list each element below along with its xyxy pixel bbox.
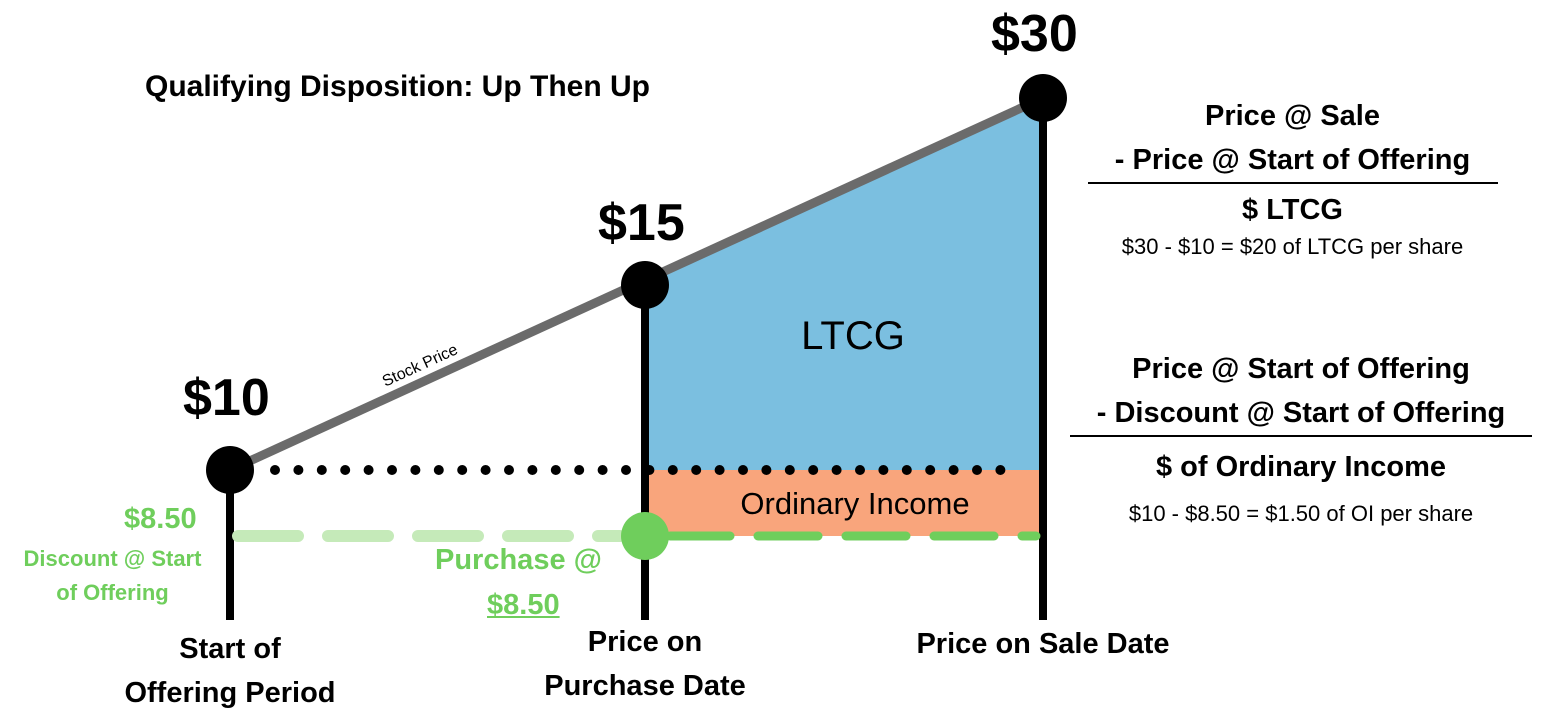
oi-formula-line1: Price @ Start of Offering: [1132, 353, 1470, 385]
purchase-axis-label-line1: Price on: [587, 626, 703, 658]
oi-formula-calc: $10 - $8.50 = $1.50 of OI per share: [1128, 501, 1474, 526]
ltcg-formula-line2: - Price @ Start of Offering: [1114, 144, 1471, 176]
discount-value: $8.50: [124, 503, 197, 535]
start-axis-label: Start of Offering Period: [100, 627, 360, 715]
ltcg-formula-rule: [1087, 182, 1498, 184]
sale-price-point: [1019, 74, 1067, 122]
oi-formula: Price @ Start of Offering - Discount @ S…: [1060, 347, 1542, 529]
purchase-discount-point: [621, 512, 669, 560]
ltcg-region: [645, 100, 1043, 470]
discount-label-line2: of Offering: [56, 580, 169, 605]
discount-label-line1: Discount @ Start: [23, 546, 202, 571]
oi-formula-result: $ of Ordinary Income: [1155, 451, 1447, 483]
purchase-axis-label-line2: Purchase Date: [544, 670, 746, 702]
start-axis-label-line1: Start of: [179, 633, 281, 665]
ltcg-formula-line1: Price @ Sale: [1205, 100, 1380, 132]
ordinary-income-label: Ordinary Income: [740, 486, 969, 521]
discount-label: Discount @ Start of Offering: [5, 542, 220, 610]
sale-price-value: $30: [991, 5, 1078, 63]
start-axis-label-line2: Offering Period: [124, 677, 336, 709]
purchase-value: $8.50: [487, 589, 560, 621]
purchase-price-point: [621, 261, 669, 309]
ordinary-income-region: [645, 470, 1043, 536]
diagram-title: Qualifying Disposition: Up Then Up: [145, 70, 650, 103]
ltcg-label: LTCG: [801, 314, 905, 358]
ltcg-formula-calc: $30 - $10 = $20 of LTCG per share: [1121, 234, 1464, 259]
ltcg-formula-result: $ LTCG: [1242, 194, 1343, 226]
start-price-value: $10: [183, 369, 270, 427]
sale-axis-label: Price on Sale Date: [916, 628, 1170, 660]
start-price-point: [206, 446, 254, 494]
purchase-axis-label: Price on Purchase Date: [515, 620, 775, 708]
ltcg-formula: Price @ Sale - Price @ Start of Offering…: [1070, 94, 1515, 262]
oi-formula-rule: [1070, 435, 1532, 437]
purchase-label: Purchase @: [435, 544, 602, 576]
purchase-price-value: $15: [598, 194, 685, 252]
oi-formula-line2: - Discount @ Start of Offering: [1096, 397, 1506, 429]
